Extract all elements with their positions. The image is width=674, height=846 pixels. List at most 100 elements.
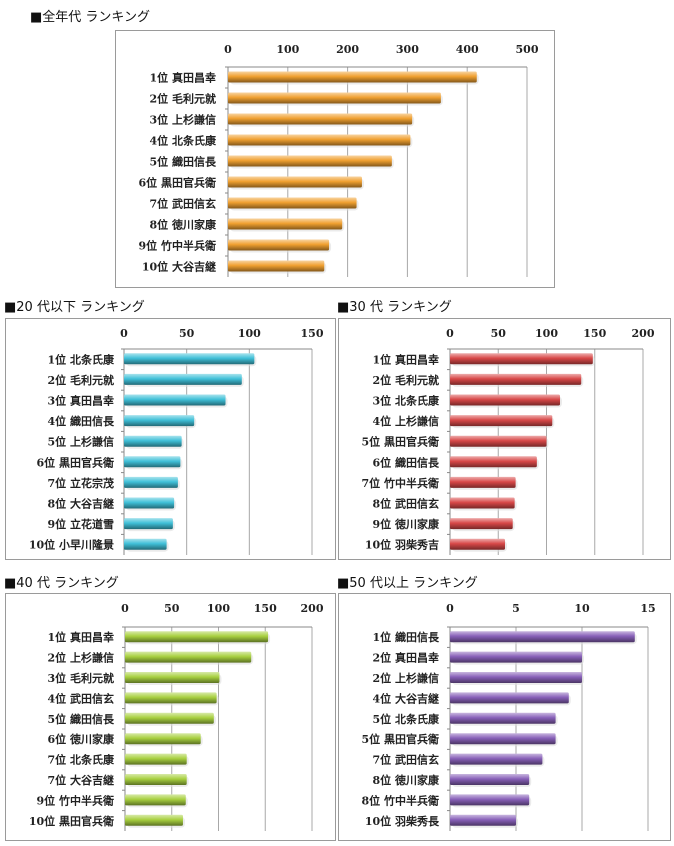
tick-label: 300 (396, 43, 419, 56)
tick-label: 100 (207, 602, 230, 615)
bar (124, 497, 175, 509)
category-label: 10位 小早川隆景 (29, 538, 114, 552)
category-label: 9位 徳川家康 (373, 517, 440, 531)
bar (450, 476, 516, 488)
bar (450, 373, 582, 385)
bar (228, 71, 477, 83)
tick-label: 150 (583, 327, 606, 340)
category-label: 6位 黒田官兵衛 (37, 455, 114, 469)
tick-label: 200 (336, 43, 359, 56)
chart-title: ■30 代 ランキング (337, 300, 452, 315)
bar (450, 631, 635, 643)
category-label: 1位 北条氏康 (48, 352, 115, 366)
bar-chart: 0 50 100 150 200 1位 真田昌幸 2位 毛利元就 3位 北条氏康 4位 上杉謙信… (362, 327, 655, 555)
bar (450, 538, 506, 550)
tick-label: 200 (301, 602, 324, 615)
category-label: 7位 大谷吉継 (48, 773, 114, 787)
category-label: 3位 上杉謙信 (150, 113, 216, 127)
tick-label: 400 (456, 43, 479, 56)
category-label: 4位 北条氏康 (150, 134, 217, 148)
bar (124, 394, 226, 406)
bar (124, 353, 255, 365)
bar (450, 672, 582, 683)
bar (228, 176, 362, 188)
category-label: 7位 立花宗茂 (48, 476, 114, 490)
bar (450, 692, 569, 704)
bar (450, 353, 593, 365)
chart-title: ■50 代以上 ランキング (337, 576, 478, 591)
category-label: 8位 大谷吉継 (48, 497, 114, 511)
bar-chart: 0 50 100 150 200 1位 真田昌幸 2位 上杉謙信 3位 毛利元就 4位 武田信玄… (29, 602, 324, 831)
bar (228, 197, 357, 209)
bar (450, 733, 556, 745)
tick-label: 50 (164, 602, 180, 615)
bar (450, 814, 516, 826)
category-label: 10位 黒田官兵衛 (29, 814, 114, 828)
category-label: 2位 上杉謙信 (373, 671, 439, 685)
chart-title: ■40 代 ランキング (4, 576, 119, 591)
category-label: 1位 真田昌幸 (150, 71, 216, 85)
bar (450, 651, 582, 663)
category-label: 5位 織田信長 (48, 712, 115, 726)
bar (228, 92, 441, 104)
bar (124, 435, 182, 447)
bar (125, 651, 252, 663)
bar (450, 753, 543, 765)
chart-panel: 0 50 100 150 200 1位 真田昌幸 2位 毛利元就 3位 北条氏康 4位 上杉謙信… (338, 318, 671, 560)
bar (124, 415, 195, 427)
chart-panel: 0 100 200 300 400 500 1位 真田昌幸 2位 毛利元就 3位 上杉謙信 4位 … (115, 30, 555, 288)
bar (125, 733, 201, 745)
chart-title: ■全年代 ランキング (30, 10, 151, 25)
category-label: 7位 武田信玄 (373, 753, 439, 767)
tick-label: 10 (574, 602, 590, 615)
category-label: 4位 上杉謙信 (373, 414, 439, 428)
bar (125, 692, 217, 704)
category-label: 5位 上杉謙信 (48, 435, 114, 449)
category-label: 1位 真田昌幸 (373, 352, 439, 366)
tick-label: 100 (535, 327, 558, 340)
bar-chart: 0 50 100 150 1位 北条氏康 2位 毛利元就 3位 真田昌幸 4位 織田信長 5位 … (29, 327, 324, 555)
bar (125, 774, 187, 785)
category-label: 10位 羽柴秀長 (365, 814, 440, 828)
category-label: 4位 織田信長 (48, 414, 115, 428)
bar (450, 394, 561, 406)
category-label: 5位 北条氏康 (373, 712, 440, 726)
bar (450, 712, 556, 724)
category-label: 7位 武田信玄 (150, 197, 216, 211)
tick-label: 150 (254, 602, 277, 615)
category-label: 9位 竹中半兵衛 (37, 793, 114, 807)
bar (228, 239, 330, 251)
bar (450, 435, 547, 447)
category-label: 1位 織田信長 (373, 630, 440, 644)
category-label: 1位 真田昌幸 (48, 630, 114, 644)
category-label: 6位 徳川家康 (48, 732, 115, 746)
category-label: 6位 黒田官兵衛 (139, 176, 216, 190)
bar-chart: 0 5 10 15 1位 織田信長 2位 真田昌幸 2位 上杉謙信 4位 大谷吉継 5位 北条氏… (362, 602, 656, 831)
bar (450, 415, 553, 427)
category-label: 5位 黒田官兵衛 (362, 732, 439, 746)
category-label: 8位 徳川家康 (373, 773, 440, 787)
bar (228, 134, 411, 146)
bar (450, 497, 515, 509)
tick-label: 500 (516, 43, 539, 56)
category-label: 8位 武田信玄 (373, 497, 439, 511)
tick-label: 15 (640, 602, 655, 615)
category-label: 4位 大谷吉継 (373, 691, 439, 705)
bar (125, 814, 183, 826)
bar (450, 774, 530, 785)
bar (228, 218, 343, 230)
category-label: 7位 竹中半兵衛 (362, 476, 439, 490)
bar (124, 373, 242, 385)
category-label: 9位 立花道雪 (48, 517, 114, 531)
bar (125, 672, 220, 683)
tick-label: 0 (446, 602, 454, 615)
chart-panel: 0 50 100 150 1位 北条氏康 2位 毛利元就 3位 真田昌幸 4位 織田信長 5位 … (5, 318, 336, 560)
category-label: 2位 毛利元就 (48, 373, 114, 387)
bar-chart: 0 100 200 300 400 500 1位 真田昌幸 2位 毛利元就 3位 上杉謙信 4位 … (139, 43, 539, 277)
category-label: 3位 北条氏康 (373, 394, 440, 408)
bar (450, 456, 537, 468)
bar (228, 113, 413, 125)
bar (228, 155, 392, 167)
category-label: 2位 真田昌幸 (373, 651, 439, 665)
tick-label: 50 (491, 327, 507, 340)
